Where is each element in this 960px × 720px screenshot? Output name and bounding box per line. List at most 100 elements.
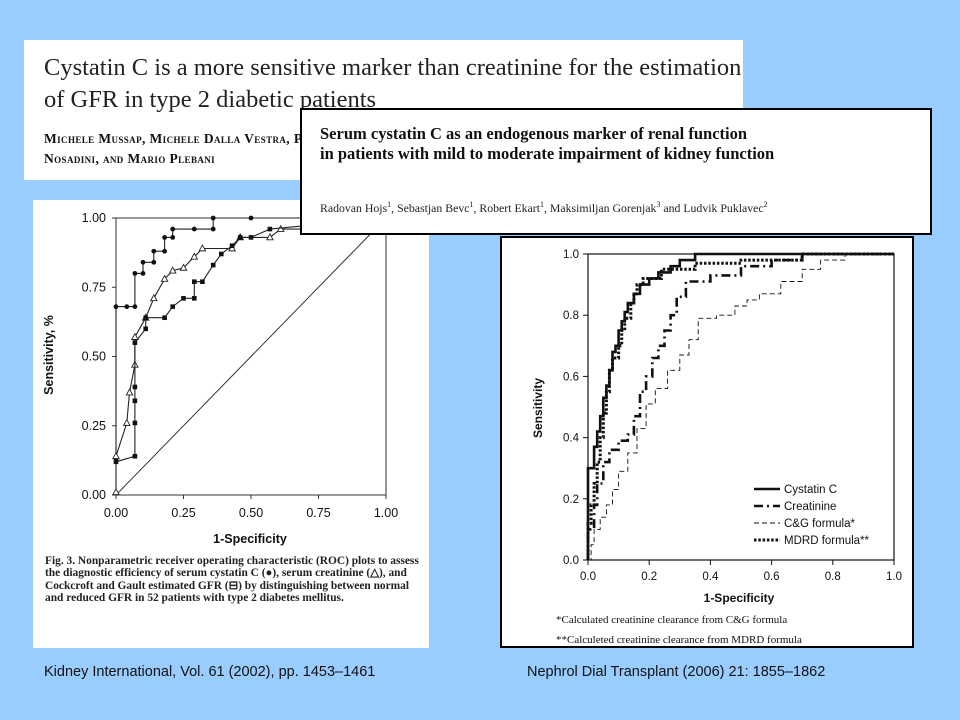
paper2-author: Maksimiljan Gorenjak3 bbox=[549, 200, 661, 215]
right-y-tick-label: 0.8 bbox=[563, 310, 579, 322]
left-data-point bbox=[170, 234, 176, 240]
left-data-point bbox=[124, 304, 130, 310]
left-data-point bbox=[122, 418, 131, 426]
left-data-point bbox=[140, 271, 146, 276]
author-affiliation-number: 3 bbox=[656, 200, 661, 209]
left-data-point bbox=[210, 262, 216, 268]
left-y-tick-label: 0.75 bbox=[82, 280, 106, 294]
left-data-point bbox=[132, 384, 138, 390]
right-y-tick-label: 0.0 bbox=[563, 555, 579, 567]
left-data-point bbox=[132, 453, 138, 459]
left-data-point bbox=[140, 259, 146, 265]
left-data-point bbox=[229, 243, 235, 248]
right-series-line-3 bbox=[586, 252, 894, 560]
left-roc-panel: 0.00 0.25 0.50 0.75 1.00 0.00 0.25 0.50 0.75 1.00… bbox=[33, 200, 429, 648]
left-data-point bbox=[219, 251, 224, 257]
left-x-tick-label: 0.50 bbox=[239, 506, 263, 520]
legend-label: C&G formula* bbox=[784, 518, 855, 530]
right-y-axis-label: Sensitivity bbox=[531, 378, 545, 438]
right-series-line-1 bbox=[586, 252, 894, 560]
citation-left: Kidney International, Vol. 61 (2002), pp… bbox=[44, 664, 376, 680]
left-data-point bbox=[192, 296, 197, 301]
left-data-point bbox=[132, 398, 138, 404]
left-data-point bbox=[198, 244, 207, 252]
author-affiliation-number: 1 bbox=[469, 200, 474, 209]
paper2-author: Robert Ekart1 bbox=[479, 200, 544, 215]
paper2-author: Sebastjan Bevc1 bbox=[397, 200, 474, 215]
left-data-point bbox=[170, 304, 175, 309]
left-plot-area: 0.00 0.25 0.50 0.75 1.00 0.00 0.25 0.50 0.75 1.00 bbox=[82, 211, 399, 520]
right-x-tick-label: 0.0 bbox=[580, 571, 596, 583]
right-y-tick-label: 0.6 bbox=[563, 371, 579, 383]
left-figure-caption: Fig. 3. Nonparametric receiver operating… bbox=[45, 555, 419, 605]
right-plot-area: 0.0 0.2 0.4 0.6 0.8 1.0 0.0 0.2 0.4 0.6 0.8 1.0 bbox=[563, 249, 902, 583]
paper2-author: Radovan Hojs1 bbox=[320, 200, 392, 215]
left-data-point bbox=[265, 233, 274, 241]
left-data-point bbox=[267, 226, 273, 232]
paper1-title: Cystatin C is a more sensitive marker th… bbox=[44, 54, 742, 113]
left-data-point bbox=[162, 248, 168, 254]
left-data-point bbox=[132, 271, 138, 276]
right-roc-chart: 0.0 0.2 0.4 0.6 0.8 1.0 0.0 0.2 0.4 0.6 0.8 1.0 1-S… bbox=[531, 249, 902, 605]
right-y-tick-label: 1.0 bbox=[563, 249, 579, 261]
right-y-tick-label: 0.2 bbox=[563, 494, 579, 506]
right-series-line-2 bbox=[588, 253, 894, 561]
paper2-authors: Radovan Hojs1, Sebastjan Bevc1, Robert E… bbox=[320, 200, 768, 215]
left-data-point bbox=[162, 234, 168, 240]
right-x-tick-label: 0.2 bbox=[641, 571, 657, 583]
left-y-axis-label: Sensitivity, % bbox=[42, 315, 56, 395]
left-data-point bbox=[248, 235, 254, 240]
author-affiliation-number: 1 bbox=[387, 200, 392, 209]
right-legend: Cystatin C Creatinine C&G formula* MDRD for… bbox=[754, 484, 870, 547]
left-data-point bbox=[132, 340, 138, 345]
left-data-point bbox=[191, 226, 197, 232]
left-data-point bbox=[162, 315, 167, 321]
paper2-author: Ludvik Puklavec2 bbox=[683, 200, 768, 215]
right-x-tick-label: 0.8 bbox=[825, 571, 841, 583]
left-data-point bbox=[181, 296, 186, 301]
left-roc-chart: 0.00 0.25 0.50 0.75 1.00 0.00 0.25 0.50 0.75 1.00… bbox=[42, 211, 399, 546]
left-data-point bbox=[210, 215, 216, 221]
left-data-point bbox=[170, 226, 176, 232]
left-data-point bbox=[192, 279, 197, 285]
left-x-tick-label: 0.25 bbox=[171, 506, 195, 520]
left-data-point bbox=[149, 293, 158, 302]
footnote-mdrd: **Calculeted creatinine clearance from M… bbox=[556, 634, 802, 646]
right-x-tick-label: 0.4 bbox=[702, 571, 719, 583]
left-data-point bbox=[168, 266, 177, 274]
left-data-point bbox=[112, 451, 120, 460]
left-x-tick-label: 0.00 bbox=[104, 506, 128, 520]
right-roc-panel: 0.0 0.2 0.4 0.6 0.8 1.0 0.0 0.2 0.4 0.6 0.8 1.0 1-S… bbox=[500, 236, 914, 648]
left-series-line-0 bbox=[115, 217, 386, 459]
left-data-point bbox=[151, 259, 157, 265]
left-data-point bbox=[143, 315, 148, 321]
left-x-tick-label: 0.75 bbox=[306, 506, 330, 520]
left-series-line-2 bbox=[115, 217, 387, 463]
left-y-tick-label: 0.25 bbox=[82, 419, 106, 433]
left-data-point bbox=[132, 420, 138, 426]
footnote-cg: *Calculated creatinine clearance from C&… bbox=[556, 614, 788, 626]
left-data-point bbox=[237, 235, 243, 240]
left-data-point bbox=[112, 487, 120, 496]
left-data-point bbox=[130, 332, 139, 340]
citation-right: Nephrol Dial Transplant (2006) 21: 1855–… bbox=[527, 664, 826, 680]
right-y-tick-label: 0.4 bbox=[563, 433, 580, 445]
legend-label: Creatinine bbox=[784, 501, 836, 513]
left-data-point bbox=[125, 388, 134, 396]
right-x-tick-label: 0.6 bbox=[764, 571, 780, 583]
left-data-point bbox=[160, 274, 169, 282]
author-affiliation-number: 2 bbox=[763, 200, 768, 209]
right-x-axis-label: 1-Specificity bbox=[704, 591, 775, 605]
left-data-point bbox=[179, 263, 188, 271]
left-data-point bbox=[113, 304, 119, 310]
left-data-point bbox=[190, 252, 199, 260]
left-data-point bbox=[113, 459, 119, 465]
left-data-point bbox=[151, 248, 157, 254]
left-y-tick-label: 0.00 bbox=[82, 488, 106, 502]
left-x-tick-label: 1.00 bbox=[374, 506, 398, 520]
paper2-title: Serum cystatin C as an endogenous marker… bbox=[320, 124, 920, 164]
legend-label: Cystatin C bbox=[784, 484, 837, 496]
left-data-point bbox=[132, 304, 138, 310]
right-x-tick-label: 1.0 bbox=[886, 571, 902, 583]
author-affiliation-number: 1 bbox=[540, 200, 544, 209]
